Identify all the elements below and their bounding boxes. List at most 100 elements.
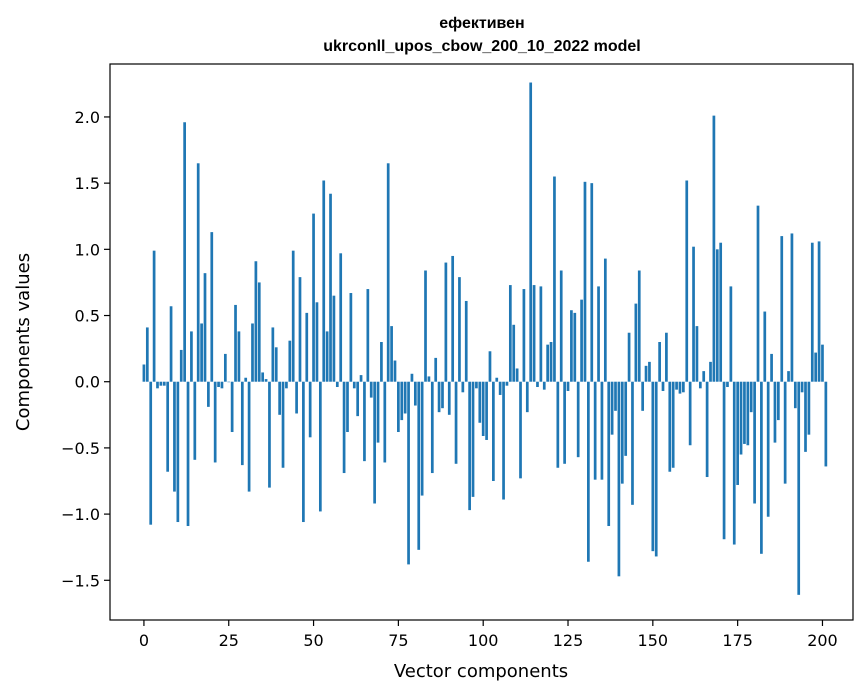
bar: [617, 381, 621, 577]
bar: [217, 381, 220, 388]
bar: [244, 377, 248, 382]
y-tick-label: 0.5: [75, 307, 100, 326]
bar: [268, 381, 271, 488]
y-tick-label: −1.5: [61, 571, 100, 590]
bar: [519, 381, 522, 479]
bar: [668, 381, 672, 472]
bar: [407, 381, 410, 565]
bar: [285, 381, 288, 389]
bar: [447, 381, 451, 415]
bar: [162, 381, 166, 386]
bar: [464, 300, 468, 382]
bar: [583, 181, 587, 382]
bar: [536, 381, 539, 388]
bar: [203, 273, 207, 382]
bar: [227, 381, 231, 383]
bar: [505, 381, 509, 386]
bar: [312, 213, 315, 382]
bar: [274, 347, 278, 382]
bar: [156, 381, 159, 389]
bar: [715, 249, 719, 382]
bar: [346, 381, 349, 433]
y-tick-label: −0.5: [61, 439, 100, 458]
bar: [753, 381, 756, 504]
bar: [271, 327, 275, 382]
bar: [142, 364, 146, 382]
bar: [495, 377, 499, 382]
bar: [739, 381, 743, 455]
bar: [532, 285, 536, 382]
bar: [542, 381, 546, 390]
bar: [631, 381, 634, 505]
x-tick-label: 0: [139, 631, 149, 650]
bar: [712, 115, 716, 382]
bar: [380, 342, 383, 382]
bar: [580, 299, 583, 382]
bar: [329, 193, 332, 382]
bar: [654, 381, 658, 557]
bar: [539, 286, 543, 382]
y-tick-label: 2.0: [75, 108, 100, 127]
bar: [746, 381, 750, 446]
x-tick-label: 200: [807, 631, 838, 650]
bar: [766, 381, 770, 517]
bar: [376, 381, 380, 443]
bar: [441, 381, 444, 409]
bar: [363, 381, 366, 462]
bar: [549, 342, 553, 382]
bar: [682, 381, 685, 393]
x-tick-label: 50: [303, 631, 323, 650]
y-tick-label: 0.0: [75, 373, 100, 392]
bar: [719, 242, 723, 382]
bar: [190, 331, 193, 382]
bar: [315, 302, 319, 382]
bar: [454, 381, 458, 464]
bar: [512, 324, 516, 382]
bar: [492, 381, 495, 481]
bar: [424, 270, 427, 382]
bar: [152, 250, 156, 382]
bar: [563, 381, 566, 464]
bar: [522, 289, 526, 382]
bar: [603, 258, 607, 382]
bar: [773, 381, 777, 443]
bar: [458, 277, 461, 382]
bar: [461, 381, 465, 393]
bar: [651, 381, 655, 552]
bar: [498, 381, 502, 395]
bar: [807, 381, 811, 435]
bar: [553, 176, 556, 382]
bar: [736, 381, 739, 485]
bar: [566, 381, 570, 391]
bar: [675, 381, 678, 390]
bar: [390, 326, 393, 382]
bar: [410, 373, 414, 382]
bar: [173, 381, 176, 492]
bar: [485, 381, 488, 440]
bar: [186, 381, 190, 527]
bar: [278, 381, 281, 415]
bar: [644, 365, 648, 382]
bar: [685, 180, 689, 382]
bar: [257, 282, 261, 382]
bar: [783, 381, 787, 484]
bar: [451, 255, 455, 382]
bar: [515, 368, 519, 382]
bar: [610, 381, 614, 435]
bar: [393, 360, 397, 382]
bar: [556, 381, 560, 468]
bar: [240, 381, 244, 466]
bar: [149, 381, 153, 525]
bar: [281, 381, 285, 468]
bar: [587, 381, 590, 562]
bar: [434, 357, 438, 382]
bar: [356, 381, 360, 417]
bar: [308, 381, 312, 438]
bar: [332, 295, 336, 382]
bar: [692, 246, 695, 382]
bar: [444, 262, 448, 382]
bar: [743, 381, 746, 444]
bar: [478, 381, 482, 423]
bar: [570, 310, 573, 382]
